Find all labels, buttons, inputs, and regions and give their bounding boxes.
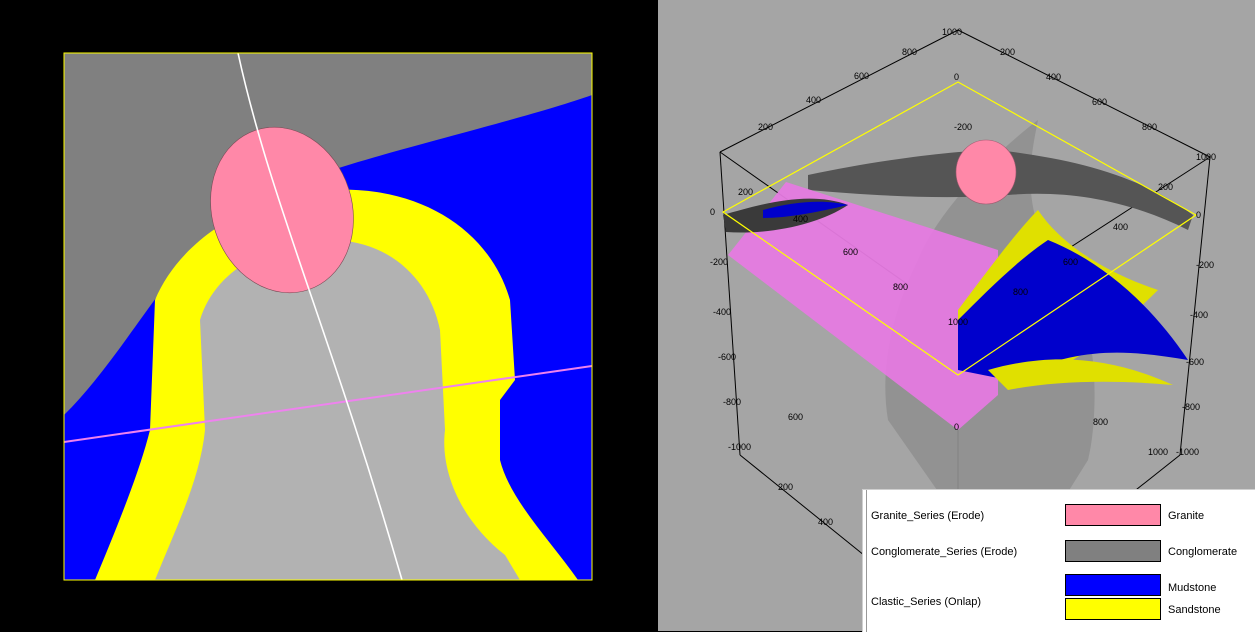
tick-label: 1000 — [942, 27, 962, 37]
section-view[interactable] — [0, 0, 658, 631]
legend-swatch-mudstone — [1065, 574, 1161, 596]
section-canvas[interactable] — [0, 0, 658, 631]
tick-label: 200 — [778, 482, 793, 492]
basement-unit — [155, 240, 520, 580]
bounding-box-yellow — [721, 81, 1198, 376]
tick-label: 400 — [1046, 72, 1061, 82]
axis-ticks: 200 400 600 800 1000 200 400 600 800 100… — [710, 27, 1216, 527]
3d-view[interactable]: 200 400 600 800 1000 200 400 600 800 100… — [658, 0, 1255, 631]
tick-label: -600 — [718, 352, 736, 362]
tick-label: -1000 — [728, 442, 751, 452]
tick-label: 200 — [758, 122, 773, 132]
legend-label-sandstone: Sandstone — [1168, 604, 1221, 616]
tick-label: 1000 — [948, 317, 968, 327]
legend-divider — [866, 490, 867, 632]
sandstone-flap — [988, 359, 1173, 390]
fault-trace-horizontal[interactable] — [64, 365, 592, 443]
legend-label-granite: Granite — [1168, 510, 1205, 522]
tick-label: 400 — [806, 95, 821, 105]
tick-label: 800 — [1142, 122, 1157, 132]
tick-label: -400 — [1190, 310, 1208, 320]
tick-label: 0 — [1196, 210, 1201, 220]
tick-label: 600 — [1063, 257, 1078, 267]
tick-label: 200 — [1000, 47, 1015, 57]
tick-label: 800 — [1013, 287, 1028, 297]
tick-label: 600 — [788, 412, 803, 422]
legend-series-granite: Granite_Series (Erode) — [871, 510, 985, 522]
tick-label: 600 — [843, 247, 858, 257]
tick-label: 0 — [954, 422, 959, 432]
tick-label: 600 — [1092, 97, 1107, 107]
section-line-trace[interactable] — [237, 53, 403, 580]
3d-canvas[interactable]: 200 400 600 800 1000 200 400 600 800 100… — [658, 0, 1255, 631]
tick-label: 400 — [793, 214, 808, 224]
legend-swatch-sandstone — [1065, 598, 1161, 620]
tick-label: 0 — [710, 207, 715, 217]
tick-label: 800 — [1093, 417, 1108, 427]
tick-label: 200 — [738, 187, 753, 197]
tick-label: -800 — [723, 397, 741, 407]
tick-label: -200 — [710, 257, 728, 267]
legend-swatch-conglomerate — [1065, 540, 1161, 562]
tick-label: 1000 — [1196, 152, 1216, 162]
mudstone-surface — [958, 240, 1188, 380]
tick-label: 800 — [902, 47, 917, 57]
tick-label: 400 — [1113, 222, 1128, 232]
legend-swatch-granite — [1065, 504, 1161, 526]
tick-label: -800 — [1182, 402, 1200, 412]
legend-series-conglomerate: Conglomerate_Series (Erode) — [871, 546, 1018, 558]
legend-label-conglomerate: Conglomerate — [1168, 546, 1238, 558]
tick-label: 600 — [854, 71, 869, 81]
tick-label: 0 — [954, 72, 959, 82]
fault-plane — [728, 182, 998, 430]
legend-label-mudstone: Mudstone — [1168, 582, 1217, 594]
left-sheet-blue — [763, 201, 848, 218]
granite-body — [955, 139, 1017, 205]
tick-label: -600 — [1186, 357, 1204, 367]
tick-label: -1000 — [1176, 447, 1199, 457]
tick-label: 400 — [818, 517, 833, 527]
legend-panel: Granite_Series (Erode) Granite Conglomer… — [862, 489, 1255, 632]
tick-label: -200 — [1196, 260, 1214, 270]
section-frame — [63, 52, 593, 581]
tick-label: 200 — [1158, 182, 1173, 192]
tick-label: -200 — [954, 122, 972, 132]
tick-label: 1000 — [1148, 447, 1168, 457]
tick-label: 800 — [893, 282, 908, 292]
tick-label: -400 — [713, 307, 731, 317]
legend-series-clastic: Clastic_Series (Onlap) — [871, 596, 982, 608]
